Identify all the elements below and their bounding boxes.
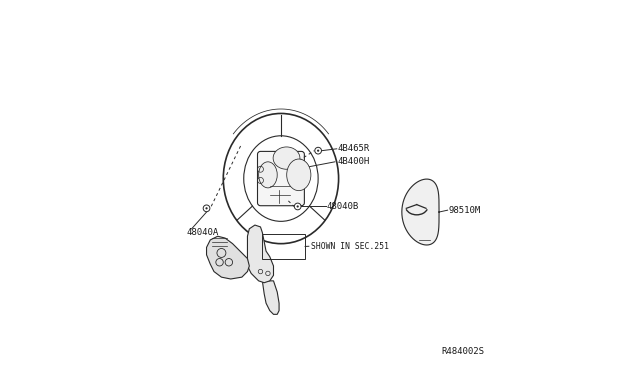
Circle shape [203, 205, 210, 212]
Polygon shape [262, 281, 279, 314]
FancyBboxPatch shape [257, 151, 305, 206]
Text: 98510M: 98510M [449, 206, 481, 215]
Text: SHOWN IN SEC.251: SHOWN IN SEC.251 [310, 242, 388, 251]
Circle shape [296, 205, 299, 208]
Polygon shape [248, 225, 273, 283]
Text: 4B400H: 4B400H [337, 157, 370, 166]
Polygon shape [402, 179, 439, 245]
Text: 48040B: 48040B [326, 202, 358, 211]
Ellipse shape [287, 159, 311, 190]
Text: 4B465R: 4B465R [337, 144, 370, 153]
Ellipse shape [259, 162, 277, 188]
Ellipse shape [273, 147, 300, 169]
Circle shape [317, 150, 319, 152]
Polygon shape [207, 236, 250, 279]
Text: R484002S: R484002S [442, 347, 484, 356]
Circle shape [205, 207, 207, 209]
Circle shape [294, 203, 301, 210]
Text: 48040A: 48040A [186, 228, 218, 237]
Circle shape [315, 147, 321, 154]
